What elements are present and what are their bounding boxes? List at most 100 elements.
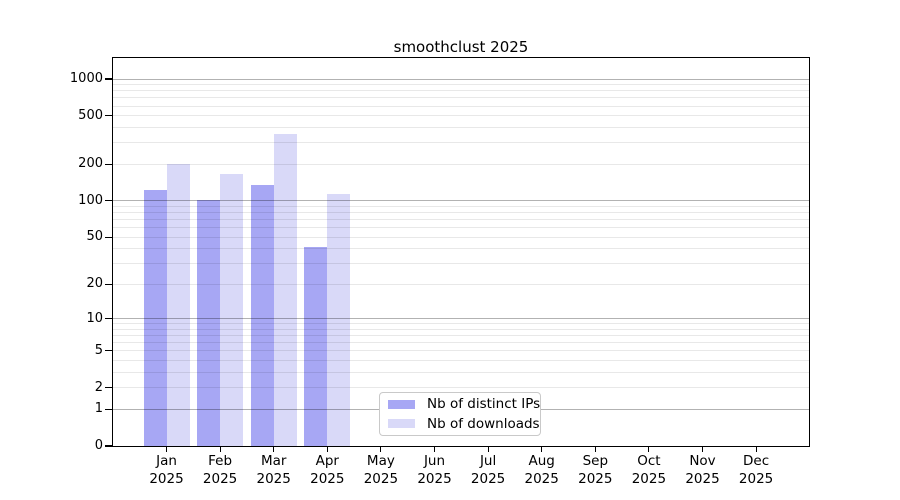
- y-tick-label-2: 2: [94, 379, 103, 395]
- gridline-500: [113, 115, 809, 117]
- x-tick-label-aug: Aug 2025: [510, 453, 574, 488]
- grid-layer: [113, 58, 809, 446]
- gridline-300: [113, 142, 809, 144]
- gridline-3: [113, 371, 809, 373]
- gridline-7: [113, 335, 809, 337]
- x-tick-month: Aug: [528, 453, 555, 469]
- gridline-100: [113, 200, 809, 202]
- x-tick-mark-nov: [701, 446, 704, 452]
- y-tick-mark-10: [105, 318, 112, 320]
- y-tick-label-1000: 1000: [69, 71, 103, 87]
- x-tick-year: 2025: [202, 470, 238, 487]
- plot-area: [112, 57, 810, 447]
- y-tick-label-10: 10: [86, 310, 103, 326]
- bar-feb-distinct-ips: [197, 199, 221, 446]
- x-tick-year: 2025: [524, 470, 559, 487]
- x-tick-label-feb: Feb 2025: [188, 453, 252, 488]
- x-tick-year: 2025: [470, 470, 506, 487]
- bar-apr-downloads: [327, 193, 351, 446]
- x-tick-mark-sep: [594, 446, 596, 452]
- x-tick-month: Nov: [689, 453, 716, 469]
- legend-label: Nb of distinct IPs: [427, 396, 541, 413]
- legend: Nb of distinct IPs Nb of downloads: [379, 392, 541, 436]
- gridline-4: [113, 360, 809, 362]
- x-tick-year: 2025: [310, 470, 345, 487]
- x-tick-year: 2025: [363, 470, 399, 487]
- x-tick-label-nov: Nov 2025: [671, 453, 735, 488]
- y-tick-label-200: 200: [78, 156, 103, 172]
- y-tick-mark-20: [105, 283, 112, 285]
- x-tick-year: 2025: [578, 470, 613, 487]
- bar-jan-downloads: [166, 163, 190, 446]
- gridline-400: [113, 127, 809, 129]
- gridline-900: [113, 84, 809, 86]
- gridline-9: [113, 323, 809, 325]
- x-tick-month: Apr: [315, 453, 339, 469]
- gridline-70: [113, 219, 809, 221]
- x-tick-year: 2025: [685, 470, 720, 487]
- gridline-90: [113, 205, 809, 207]
- gridline-1000: [113, 78, 809, 80]
- legend-label: Nb of downloads: [427, 415, 540, 432]
- x-tick-month: Jun: [423, 453, 446, 469]
- y-tick-mark-2: [105, 387, 112, 389]
- y-tick-label-100: 100: [78, 192, 103, 208]
- gridline-30: [113, 263, 809, 265]
- y-tick-mark-500: [105, 115, 112, 117]
- x-tick-label-jan: Jan 2025: [135, 453, 199, 488]
- x-tick-mark-dec: [755, 446, 757, 452]
- legend-item-downloads: Nb of downloads: [380, 416, 540, 432]
- x-tick-month: Jan: [156, 453, 177, 469]
- y-tick-label-5: 5: [94, 342, 103, 358]
- x-tick-mark-feb: [219, 446, 221, 452]
- gridline-5: [113, 350, 809, 352]
- x-tick-label-jun: Jun 2025: [403, 453, 467, 488]
- gridline-60: [113, 227, 809, 229]
- x-tick-label-apr: Apr 2025: [295, 453, 359, 488]
- bars-layer: [113, 58, 809, 446]
- gridline-20: [113, 283, 809, 285]
- bar-apr-distinct-ips: [304, 247, 328, 446]
- x-tick-year: 2025: [738, 470, 774, 487]
- x-tick-month: Jul: [479, 453, 497, 469]
- legend-item-distinct-ips: Nb of distinct IPs: [380, 396, 540, 412]
- bar-mar-distinct-ips: [250, 185, 274, 446]
- x-tick-label-dec: Dec 2025: [724, 453, 788, 488]
- y-tick-mark-5: [105, 350, 112, 352]
- x-tick-mark-jan: [165, 446, 168, 452]
- y-tick-label-20: 20: [86, 276, 103, 292]
- x-tick-label-mar: Mar 2025: [242, 453, 306, 488]
- gridline-40: [113, 248, 809, 250]
- y-tick-mark-50: [105, 236, 112, 238]
- y-tick-label-500: 500: [78, 107, 103, 123]
- y-tick-label-0: 0: [94, 438, 103, 453]
- y-tick-label-1: 1: [94, 401, 103, 417]
- gridline-700: [113, 97, 809, 99]
- x-tick-label-jul: Jul 2025: [456, 453, 520, 488]
- x-tick-year: 2025: [256, 470, 291, 487]
- y-tick-mark-100: [105, 200, 112, 202]
- gridline-800: [113, 90, 809, 92]
- x-tick-label-oct: Oct 2025: [617, 453, 681, 488]
- x-tick-year: 2025: [631, 470, 667, 487]
- y-tick-mark-0: [105, 445, 112, 447]
- x-tick-month: May: [366, 453, 395, 469]
- legend-swatch-distinct-ips: [388, 399, 415, 409]
- x-tick-month: Sep: [582, 453, 609, 469]
- x-tick-mark-apr: [326, 446, 328, 452]
- x-tick-mark-jul: [487, 446, 489, 452]
- y-tick-label-50: 50: [86, 229, 103, 245]
- y-tick-mark-200: [105, 163, 112, 165]
- x-tick-year: 2025: [149, 470, 184, 487]
- x-tick-month: Mar: [260, 453, 287, 469]
- y-tick-mark-1: [105, 408, 112, 410]
- gridline-2: [113, 387, 809, 389]
- x-tick-month: Oct: [637, 453, 661, 469]
- bar-mar-downloads: [273, 133, 297, 446]
- chart-title: smoothclust 2025: [393, 38, 529, 56]
- x-tick-mark-oct: [648, 446, 650, 452]
- bar-jan-distinct-ips: [143, 189, 167, 446]
- x-tick-label-may: May 2025: [349, 453, 413, 488]
- gridline-80: [113, 212, 809, 214]
- x-tick-year: 2025: [417, 470, 452, 487]
